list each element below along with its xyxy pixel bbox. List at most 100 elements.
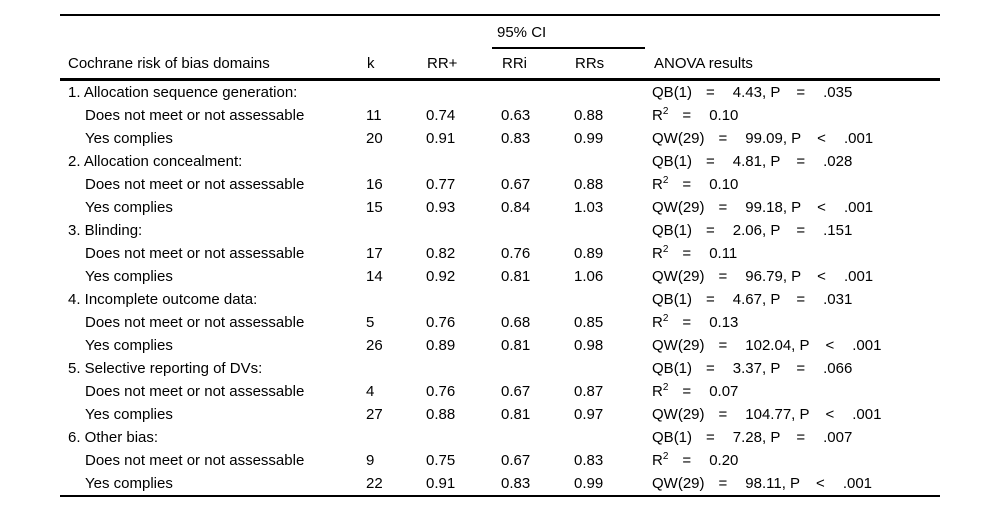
table-row: Does not meet or not assessable 9 0.75 0… [60,449,940,472]
anova-cell: QB(1) = 7.28, P = .007 [652,426,940,449]
k-cell: 17 [365,242,425,265]
k-cell [365,357,425,380]
domain-cell: Does not meet or not assessable [60,173,365,196]
rr-value: 0.91 [426,130,456,147]
rr-cell: 0.77 [425,173,500,196]
ci-lower-cell: 0.83 [500,127,573,150]
table-row: 1. Allocation sequence generation: QB(1)… [60,80,940,105]
ci-upper-value: 0.89 [574,245,604,262]
rr-value: 0.77 [426,176,456,193]
k-cell: 15 [365,196,425,219]
anova-operator: = [718,406,728,423]
ci-lower-value: 0.67 [501,176,531,193]
rr-cell: 0.89 [425,334,500,357]
anova-operator: = [718,337,728,354]
header-anova: ANOVA results [652,49,941,81]
anova-cell: QB(1) = 4.81, P = .028 [652,150,940,173]
domain-label: Yes complies [85,475,173,492]
anova-cell: R2 = 0.11 [652,242,940,265]
domain-label: Does not meet or not assessable [85,245,305,262]
anova-statistic-superscript: 2 [662,451,669,462]
rr-cell [425,219,500,242]
ci-upper-cell [573,288,652,311]
domain-cell: 4. Incomplete outcome data: [60,288,365,311]
anova-statistic-superscript: 2 [662,313,669,324]
ci-upper-value: 0.99 [574,130,604,147]
ci-upper-cell: 0.98 [573,334,652,357]
rr-cell: 0.82 [425,242,500,265]
domain-label: 4. Incomplete outcome data: [68,291,258,308]
anova-operator: = [706,222,715,239]
ci-upper-cell: 0.89 [573,242,652,265]
ci-upper-cell [573,426,652,449]
anova-operator: = [718,199,728,216]
ci-upper-cell [573,219,652,242]
anova-p-operator: < [816,475,825,492]
domain-label: Yes complies [85,337,173,354]
anova-statistic: QW(29) [652,268,705,285]
anova-value: 98.11, P [745,475,801,492]
domain-label: 5. Selective reporting of DVs: [68,360,263,377]
ci-upper-cell [573,357,652,380]
ci-spacer-cell [425,15,500,49]
anova-cell: R2 = 0.10 [652,104,940,127]
ci-lower-cell: 0.81 [500,334,573,357]
ci-upper-cell: 0.97 [573,403,652,426]
table-row: Does not meet or not assessable 11 0.74 … [60,104,940,127]
rr-cell [425,150,500,173]
anova-cell: QW(29) = 99.09, P < .001 [652,127,940,150]
anova-operator: = [682,383,692,400]
anova-p-operator: = [796,291,806,308]
anova-statistic: QW(29) [652,130,705,147]
anova-p-operator: < [825,406,835,423]
anova-value: 3.37, P [732,360,781,377]
ci-lower-value: 0.83 [501,130,531,147]
k-cell: 14 [365,265,425,288]
k-cell [365,426,425,449]
anova-p-value: .028 [823,153,853,170]
anova-p-value: .001 [843,130,874,147]
anova-cell: R2 = 0.10 [652,173,940,196]
domain-cell: Does not meet or not assessable [60,449,365,472]
ci-lower-value: 0.81 [501,337,531,354]
anova-value: 102.04, P [745,337,810,354]
domain-cell: Does not meet or not assessable [60,242,365,265]
k-cell: 5 [365,311,425,334]
ci-lower-cell: 0.67 [500,380,573,403]
ci-lower-cell: 0.76 [500,242,573,265]
anova-statistic-superscript: 2 [662,244,669,255]
anova-value: 2.06, P [732,222,781,239]
ci-upper-value: 0.83 [574,452,604,469]
anova-value: 99.18, P [745,199,802,216]
ci-upper-cell [573,150,652,173]
rr-cell: 0.76 [425,380,500,403]
anova-p-value: .001 [843,199,874,216]
rr-cell: 0.74 [425,104,500,127]
k-cell: 9 [365,449,425,472]
anova-statistic-superscript: 2 [662,382,669,393]
domain-cell: Yes complies [60,265,365,288]
header-ci-lower: RRi [500,49,573,81]
domain-cell: Yes complies [60,127,365,150]
domain-label: Yes complies [85,130,173,147]
ci-lower-value: 0.63 [501,107,531,124]
table-row: Yes complies 15 0.93 0.84 1.03 QW(29) = 99… [60,196,940,219]
domain-label: 2. Allocation concealment: [68,153,243,170]
anova-statistic: R2 [652,106,669,125]
anova-operator: = [706,360,715,377]
table-row: Does not meet or not assessable 17 0.82 … [60,242,940,265]
k-cell: 20 [365,127,425,150]
anova-operator: = [682,314,692,331]
anova-cell: QW(29) = 102.04, P < .001 [652,334,940,357]
ci-lower-cell [500,288,573,311]
anova-p-value: .001 [852,337,882,354]
k-cell [365,288,425,311]
ci-upper-cell: 0.87 [573,380,652,403]
ci-upper-cell: 0.83 [573,449,652,472]
table-row: Does not meet or not assessable 16 0.77 … [60,173,940,196]
ci-lower-value: 0.81 [501,268,531,285]
anova-cell: R2 = 0.20 [652,449,940,472]
ci-lower-cell [500,426,573,449]
anova-cell: QW(29) = 98.11, P < .001 [652,472,940,496]
domain-label: Does not meet or not assessable [85,452,305,469]
